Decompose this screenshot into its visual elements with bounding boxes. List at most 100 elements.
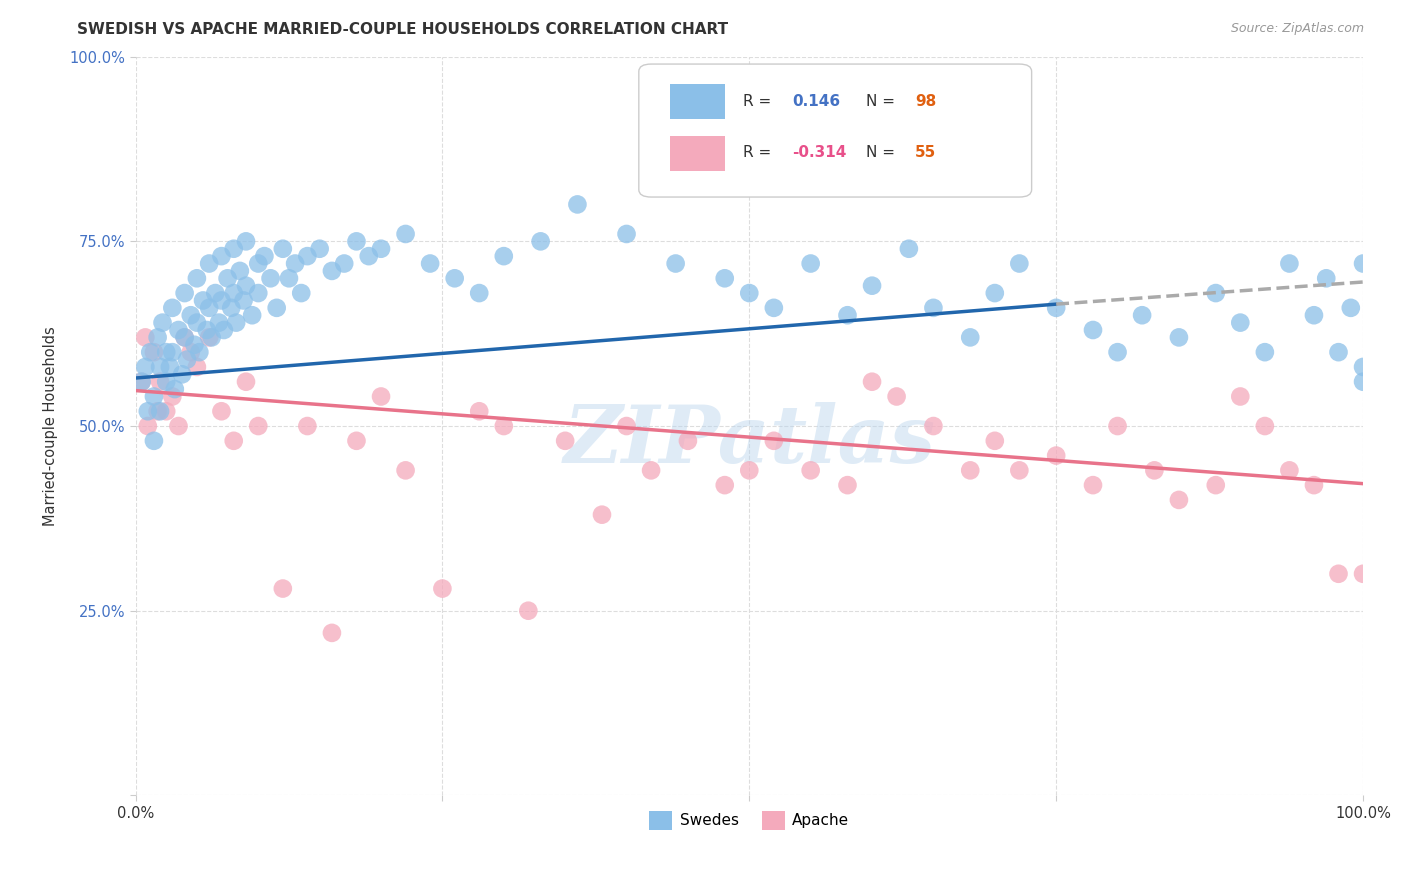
Point <box>530 235 553 249</box>
Point <box>217 271 239 285</box>
Point <box>201 330 224 344</box>
Point <box>259 271 281 285</box>
Point <box>188 345 211 359</box>
FancyBboxPatch shape <box>669 84 724 120</box>
Point <box>800 256 823 270</box>
Point <box>1254 345 1277 359</box>
Point <box>1315 271 1337 285</box>
Point <box>149 404 172 418</box>
Point <box>173 286 195 301</box>
Point <box>346 235 368 249</box>
Point <box>191 293 214 308</box>
Point <box>432 582 454 596</box>
Point <box>1130 308 1153 322</box>
Point <box>173 330 195 344</box>
Point <box>186 359 208 374</box>
Point <box>1107 419 1129 434</box>
Point <box>959 463 981 477</box>
Point <box>308 242 330 256</box>
Point <box>162 301 184 315</box>
Point <box>837 478 859 492</box>
Point <box>155 404 177 418</box>
Point <box>591 508 613 522</box>
Point <box>211 293 233 308</box>
Point <box>321 264 343 278</box>
Point <box>180 308 202 322</box>
Point <box>370 389 392 403</box>
FancyBboxPatch shape <box>669 136 724 171</box>
Point <box>1143 463 1166 477</box>
Point <box>443 271 465 285</box>
Point <box>1045 301 1067 315</box>
Point <box>149 359 172 374</box>
Point <box>640 463 662 477</box>
Point <box>247 419 270 434</box>
Point <box>1278 256 1301 270</box>
Text: N =: N = <box>866 94 900 109</box>
Point <box>762 434 785 448</box>
Point <box>198 256 221 270</box>
Point <box>922 301 945 315</box>
Point <box>297 419 319 434</box>
Point <box>271 242 294 256</box>
Point <box>159 359 181 374</box>
Point <box>1229 316 1251 330</box>
Point <box>167 419 190 434</box>
Point <box>198 301 221 315</box>
Point <box>134 330 156 344</box>
Point <box>676 434 699 448</box>
Point <box>860 278 883 293</box>
Point <box>959 330 981 344</box>
Point <box>211 404 233 418</box>
Point <box>616 419 638 434</box>
Point <box>1008 256 1031 270</box>
Point <box>176 352 198 367</box>
Point <box>419 256 441 270</box>
Point <box>468 404 491 418</box>
Text: -0.314: -0.314 <box>792 145 846 161</box>
Point <box>247 256 270 270</box>
Point <box>271 582 294 596</box>
Point <box>1008 463 1031 477</box>
Point <box>253 249 276 263</box>
Point <box>235 278 257 293</box>
Point <box>1229 389 1251 403</box>
Point <box>370 242 392 256</box>
Point <box>235 375 257 389</box>
Point <box>152 316 174 330</box>
Point <box>155 345 177 359</box>
Point <box>162 345 184 359</box>
Point <box>468 286 491 301</box>
Point <box>897 242 920 256</box>
Point <box>1303 308 1326 322</box>
Point <box>219 301 242 315</box>
Point <box>1254 419 1277 434</box>
Point <box>394 227 416 241</box>
Point <box>922 419 945 434</box>
Point <box>1168 330 1191 344</box>
Point <box>180 345 202 359</box>
Point <box>136 404 159 418</box>
Point <box>222 434 245 448</box>
Point <box>247 286 270 301</box>
Point <box>142 434 165 448</box>
Point <box>142 345 165 359</box>
Text: SWEDISH VS APACHE MARRIED-COUPLE HOUSEHOLDS CORRELATION CHART: SWEDISH VS APACHE MARRIED-COUPLE HOUSEHO… <box>77 22 728 37</box>
Point <box>346 434 368 448</box>
Point <box>240 308 263 322</box>
Point <box>762 301 785 315</box>
Point <box>198 330 221 344</box>
FancyBboxPatch shape <box>638 64 1032 197</box>
Point <box>146 330 169 344</box>
Point <box>1303 478 1326 492</box>
Point <box>131 375 153 389</box>
Point <box>886 389 908 403</box>
Point <box>1351 375 1374 389</box>
Point <box>837 308 859 322</box>
Point <box>186 316 208 330</box>
Point <box>222 242 245 256</box>
Legend: Swedes, Apache: Swedes, Apache <box>643 805 855 836</box>
Point <box>211 249 233 263</box>
Point <box>492 419 515 434</box>
Point <box>186 271 208 285</box>
